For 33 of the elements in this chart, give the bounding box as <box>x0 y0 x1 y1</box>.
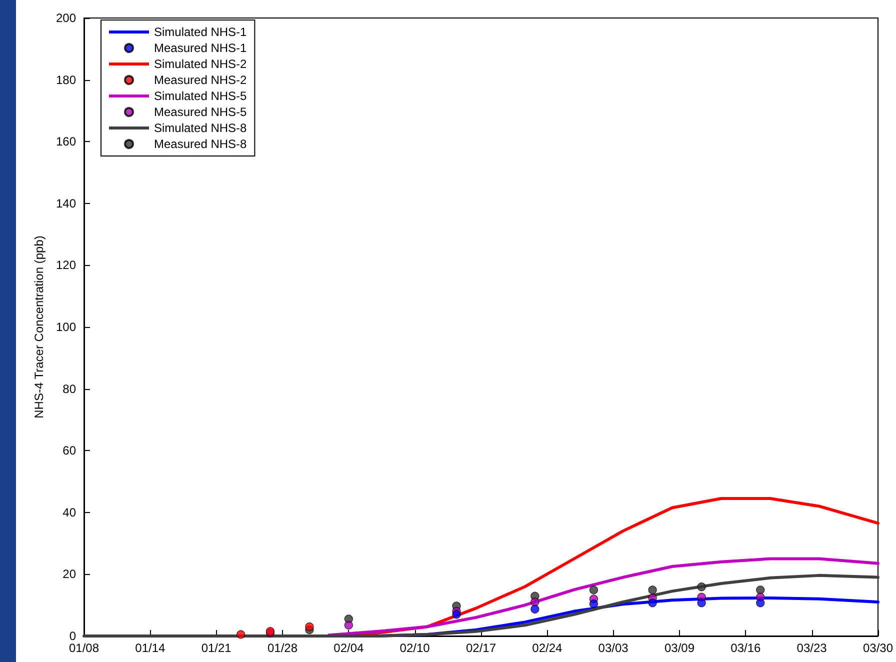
legend-label: Simulated NHS-5 <box>154 89 248 103</box>
x-tick-label: 01/08 <box>68 641 100 655</box>
y-tick-label: 0 <box>69 629 76 643</box>
legend-label: Measured NHS-1 <box>154 41 248 55</box>
legend-label: Measured NHS-2 <box>154 73 248 87</box>
y-tick-label: 140 <box>56 196 76 210</box>
x-tick-label: 02/24 <box>532 641 562 655</box>
x-tick-label: 03/30 <box>862 641 894 655</box>
x-tick-label: 02/04 <box>334 641 364 655</box>
legend-label: Measured NHS-5 <box>154 105 248 119</box>
y-axis-title: NHS-4 Tracer Concentration (ppb) <box>32 236 46 418</box>
x-tick-label: 03/16 <box>730 641 761 655</box>
legend-label: Simulated NHS-1 <box>154 25 248 39</box>
y-tick-label: 160 <box>56 134 76 149</box>
y-tick-label: 100 <box>56 320 76 334</box>
x-tick-label: 02/17 <box>466 641 496 655</box>
legend-label: Measured NHS-8 <box>154 137 248 151</box>
x-tick-label: 03/03 <box>598 641 629 655</box>
y-tick-label: 40 <box>62 505 76 520</box>
y-tick-label: 60 <box>62 444 76 458</box>
x-tick-label: 02/10 <box>400 641 430 655</box>
y-tick-label: 20 <box>62 567 76 582</box>
y-tick-label: 120 <box>56 258 76 272</box>
y-tick-label: 180 <box>56 72 76 87</box>
legend-label: Simulated NHS-2 <box>154 57 248 71</box>
x-tick-label: 01/14 <box>135 641 166 655</box>
y-tick-label: 80 <box>62 382 76 396</box>
y-tick-label: 200 <box>56 11 76 25</box>
x-tick-label: 01/28 <box>267 641 298 655</box>
x-tick-label: 03/23 <box>796 641 828 655</box>
legend-label: Simulated NHS-8 <box>154 121 248 135</box>
x-tick-label: 01/21 <box>201 641 232 655</box>
x-tick-label: 03/09 <box>664 641 695 655</box>
